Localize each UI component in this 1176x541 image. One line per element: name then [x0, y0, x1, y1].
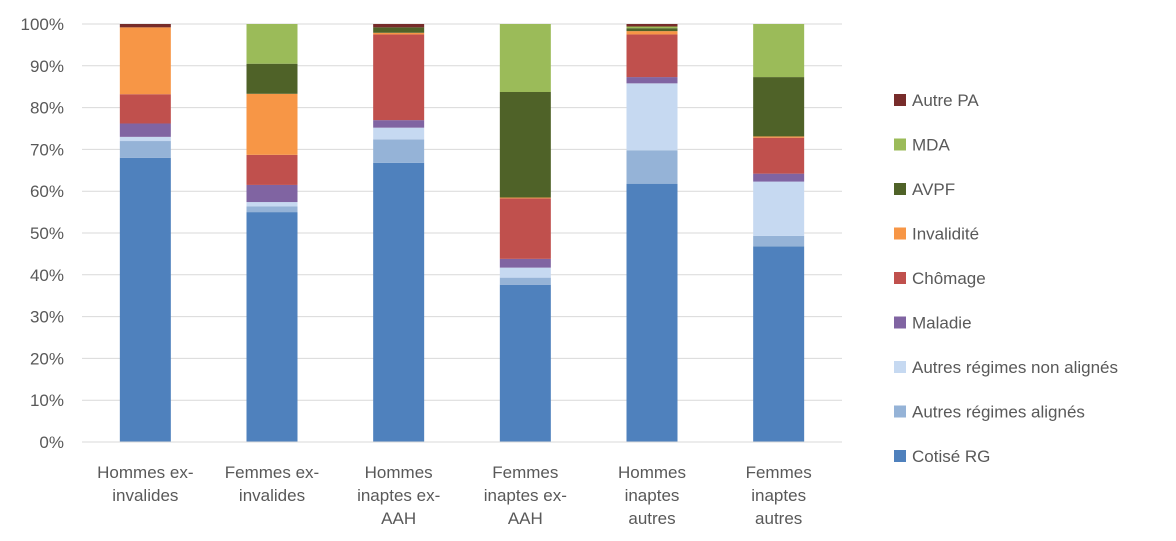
bar-segment	[246, 212, 298, 442]
x-category-label: invalides	[239, 486, 305, 505]
legend-label: AVPF	[912, 180, 955, 199]
bar-segment	[499, 91, 551, 198]
y-tick-label: 30%	[30, 308, 64, 327]
x-category-label: invalides	[112, 486, 178, 505]
legend-label: Autre PA	[912, 91, 979, 110]
legend-swatch	[894, 272, 906, 284]
y-tick-label: 20%	[30, 349, 64, 368]
bar-segment	[373, 34, 425, 121]
bar-segment	[119, 141, 171, 158]
x-category-label: Hommes ex-	[97, 463, 193, 482]
bar-segment	[373, 24, 425, 28]
x-category-label: AAH	[381, 509, 416, 528]
y-tick-label: 70%	[30, 140, 64, 159]
bar-segment	[246, 202, 298, 207]
bar-segment	[753, 181, 805, 236]
bar-segment	[753, 24, 805, 78]
bar-segment	[373, 27, 425, 33]
bar-segment	[626, 28, 678, 32]
y-tick-label: 40%	[30, 266, 64, 285]
x-category-label: inaptes ex-	[484, 486, 567, 505]
legend-label: MDA	[912, 136, 950, 155]
x-category-label: inaptes ex-	[357, 486, 440, 505]
bar-segment	[119, 136, 171, 142]
bar-segment	[246, 24, 298, 64]
bar-segment	[373, 139, 425, 163]
bar-segment	[499, 258, 551, 268]
legend-swatch	[894, 183, 906, 195]
legend-swatch	[894, 227, 906, 240]
legend-swatch	[894, 405, 906, 418]
bar-segment	[246, 93, 298, 155]
bar-segment	[626, 24, 678, 27]
legend: Autre PA MDA AVPF Invalidité Chômage Maladie A…	[894, 91, 1118, 466]
bar-segment	[753, 173, 805, 182]
bar-segment	[246, 184, 298, 203]
bars	[119, 24, 805, 442]
bar-segment	[119, 123, 171, 137]
bar-segment	[753, 246, 805, 442]
x-category-label: Hommes	[365, 463, 433, 482]
legend-swatch	[894, 361, 906, 373]
y-tick-label: 90%	[30, 57, 64, 76]
legend-swatch	[894, 138, 906, 151]
x-category-label: Femmes	[746, 463, 812, 482]
x-category-label: inaptes	[625, 486, 680, 505]
x-category-label: Hommes	[618, 463, 686, 482]
bar-segment	[373, 120, 425, 128]
bar-segment	[119, 24, 171, 28]
x-category-label: autres	[755, 509, 802, 528]
bar-segment	[626, 34, 678, 78]
bar-segment	[373, 127, 425, 140]
legend-label: Invalidité	[912, 225, 979, 244]
y-tick-label: 60%	[30, 182, 64, 201]
x-category-label: Femmes ex-	[225, 463, 319, 482]
x-category-label: AAH	[508, 509, 543, 528]
bar-segment	[499, 284, 551, 442]
bar-segment	[626, 150, 678, 184]
gridlines	[82, 23, 842, 401]
bar-segment	[753, 235, 805, 247]
bar-segment	[753, 77, 805, 137]
bar-segment	[499, 267, 551, 278]
legend-label: Cotisé RG	[912, 447, 990, 466]
bar-segment	[119, 94, 171, 124]
legend-swatch	[894, 94, 906, 106]
bar-segment	[246, 63, 298, 94]
category-labels: Hommes ex-invalides Femmes ex-invalides Ho…	[97, 463, 812, 528]
bar-segment	[373, 162, 425, 442]
bar-segment	[626, 31, 678, 35]
bar-segment	[626, 183, 678, 442]
legend-label: Maladie	[912, 314, 972, 333]
bar-segment	[626, 26, 678, 29]
y-tick-label: 80%	[30, 99, 64, 118]
bar-segment	[119, 157, 171, 442]
bar-segment	[119, 27, 171, 95]
bar-segment	[499, 24, 551, 92]
bar-segment	[626, 77, 678, 84]
legend-swatch	[894, 316, 906, 329]
bar-segment	[499, 277, 551, 285]
bar-segment	[246, 154, 298, 185]
y-tick-label: 50%	[30, 224, 64, 243]
y-tick-label: 100%	[21, 15, 64, 34]
bar-segment	[753, 136, 805, 138]
x-category-label: autres	[628, 509, 675, 528]
bar-segment	[626, 83, 678, 151]
y-tick-label: 10%	[30, 391, 64, 410]
legend-label: Autres régimes alignés	[912, 403, 1085, 422]
legend-label: Chômage	[912, 269, 986, 288]
legend-label: Autres régimes non alignés	[912, 358, 1118, 377]
bar-segment	[753, 137, 805, 174]
x-category-label: Femmes	[492, 463, 558, 482]
x-category-label: inaptes	[751, 486, 806, 505]
bar-segment	[499, 197, 551, 199]
bar-segment	[499, 198, 551, 259]
legend-swatch	[894, 450, 906, 462]
bar-segment	[246, 206, 298, 213]
y-tick-label: 0%	[39, 433, 64, 452]
y-axis-ticks: 0% 10% 20% 30% 40% 50% 60% 70% 80% 90% 100%	[21, 15, 64, 452]
bar-segment	[373, 32, 425, 35]
